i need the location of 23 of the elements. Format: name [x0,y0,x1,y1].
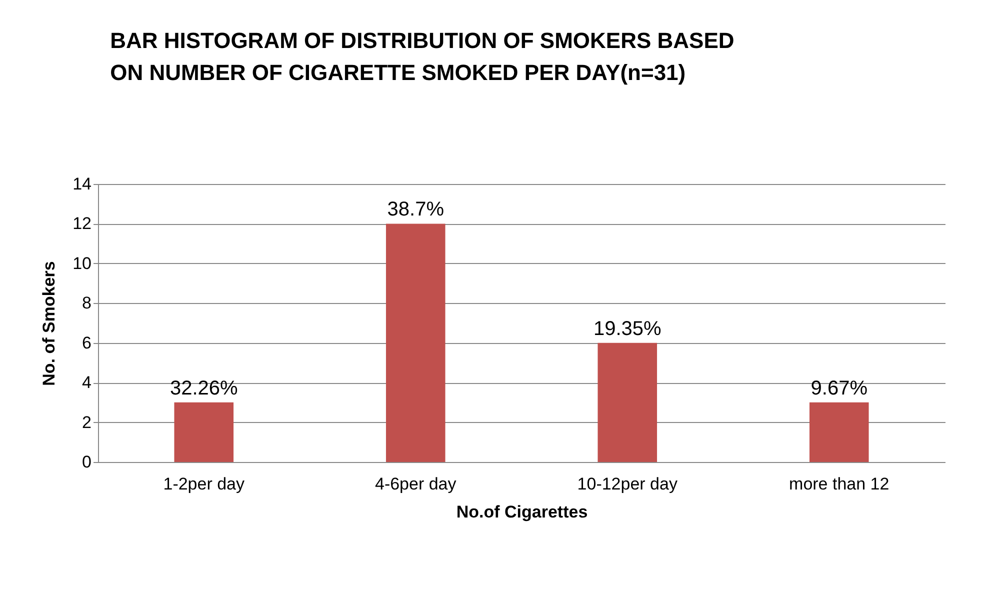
y-tick-label: 8 [82,294,92,313]
x-tick-label: more than 12 [789,474,890,494]
annotation: 9.67% [810,377,868,400]
y-tick-label: 10 [72,254,92,273]
y-tick-label: 2 [82,412,92,432]
x-tick-label: 10-12per day [577,474,678,494]
y-tick-label: 6 [82,333,92,352]
y-tick-label: 0 [82,452,92,472]
chart-title: BAR HISTOGRAM OF DISTRIBUTION OF SMOKERS BASED ON NUMBER OF CIGARETTE SMOKED PER DAY(n=31) [110,28,734,85]
y-tick-label: 14 [72,174,92,194]
annotation: 19.35% [593,318,662,340]
x-axis-title: No.of Cigarettes [456,502,588,522]
x-tick-label: 4-6per day [374,474,457,494]
y-tick-label: 4 [82,373,92,392]
y-tick-label: 12 [72,214,92,234]
bar [598,342,658,462]
y-axis-title: No. of Smokers [40,261,59,386]
annotation: 38.7% [387,198,444,221]
annotation: 32.26% [170,377,238,400]
x-tick-label: 1-2per day [163,474,246,494]
bar [386,224,446,462]
bar [174,402,234,462]
bar [809,402,869,462]
